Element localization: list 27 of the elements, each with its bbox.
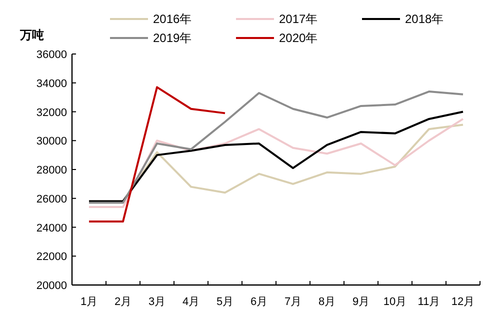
legend-label: 2017年 [279,12,318,26]
x-tick-label: 12月 [451,296,475,308]
y-tick-label: 28000 [36,164,67,176]
y-tick-label: 32000 [36,106,67,119]
legend-label: 2020年 [279,31,318,45]
x-tick-label: 1月 [80,296,98,308]
y-tick-label: 24000 [36,222,67,234]
x-tick-label: 3月 [148,296,166,308]
x-tick-label: 7月 [284,296,302,308]
y-tick-label: 36000 [36,49,67,61]
y-tick-label: 26000 [36,193,67,206]
y-tick-label: 20000 [36,280,67,292]
y-tick-label: 22000 [36,251,67,264]
x-tick-label: 4月 [182,296,200,308]
x-tick-label: 2月 [114,296,132,308]
x-tick-label: 8月 [318,296,336,308]
x-tick-label: 10月 [383,296,407,308]
legend-label: 2018年 [405,12,444,26]
y-tick-label: 30000 [36,136,67,148]
y-tick-label: 34000 [36,78,67,90]
y-axis-title: 万吨 [19,28,44,42]
x-tick-label: 6月 [250,296,268,308]
legend-label: 2019年 [153,31,192,45]
x-tick-label: 5月 [216,296,234,308]
x-tick-label: 11月 [418,296,440,308]
legend-label: 2016年 [153,12,192,26]
x-tick-label: 9月 [352,296,370,308]
